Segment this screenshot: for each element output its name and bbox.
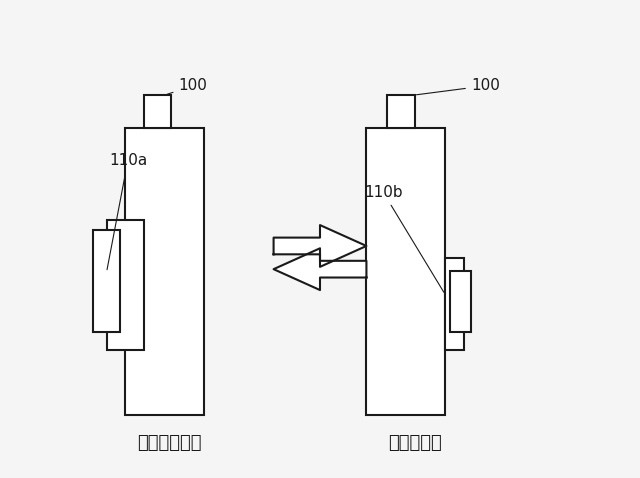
Text: 再生モード: 再生モード [388,434,442,452]
FancyBboxPatch shape [387,95,415,128]
Text: 110a: 110a [107,152,147,270]
Text: 100: 100 [167,78,207,94]
FancyBboxPatch shape [450,272,471,332]
Text: 110b: 110b [364,185,444,293]
FancyBboxPatch shape [106,220,143,350]
Polygon shape [273,248,367,290]
FancyBboxPatch shape [125,128,204,415]
FancyBboxPatch shape [367,128,445,415]
Text: 100: 100 [417,78,500,95]
FancyBboxPatch shape [445,258,464,350]
FancyBboxPatch shape [143,95,172,128]
Polygon shape [273,225,367,267]
Text: カメラモード: カメラモード [137,434,202,452]
FancyBboxPatch shape [93,230,120,332]
